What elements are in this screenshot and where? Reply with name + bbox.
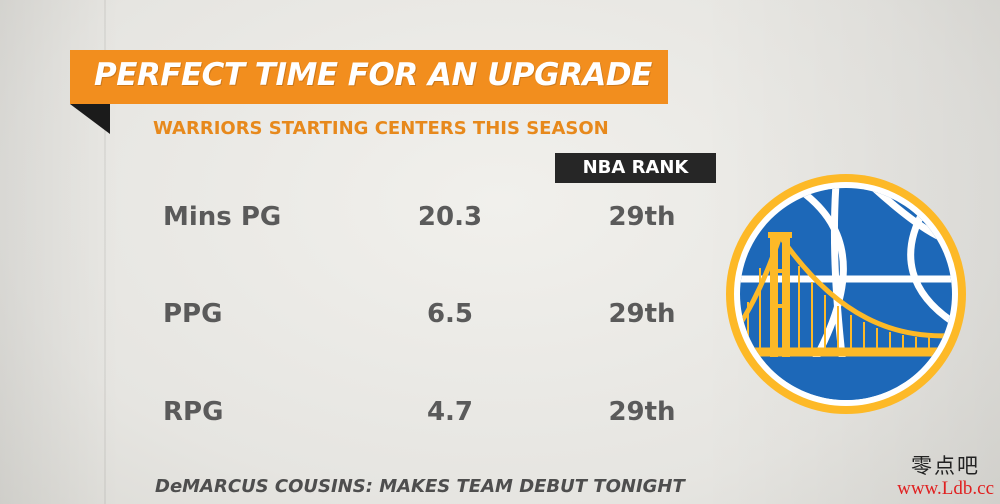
banner-title: PERFECT TIME FOR AN UPGRADE bbox=[94, 57, 652, 93]
stat-value-ppg: 6.5 bbox=[426, 299, 474, 329]
stat-label-mins: Mins PG bbox=[163, 202, 282, 232]
stat-value-rpg: 4.7 bbox=[426, 397, 474, 427]
warriors-logo-icon bbox=[726, 174, 966, 414]
stat-rank-rpg: 29th bbox=[608, 397, 676, 427]
site-watermark: 零点吧 www.Ldb.cc bbox=[897, 454, 994, 500]
banner-shadow bbox=[70, 104, 110, 134]
stat-rank-ppg: 29th bbox=[608, 299, 676, 329]
footer-caption: DeMARCUS COUSINS: MAKES TEAM DEBUT TONIG… bbox=[155, 476, 685, 497]
nba-rank-header: NBA RANK bbox=[555, 153, 716, 183]
watermark-url: www.Ldb.cc bbox=[897, 478, 994, 500]
stat-rank-mins: 29th bbox=[608, 202, 676, 232]
stat-value-mins: 20.3 bbox=[417, 202, 483, 232]
title-banner: PERFECT TIME FOR AN UPGRADE bbox=[70, 50, 668, 104]
watermark-chinese-text: 零点吧 bbox=[911, 454, 981, 479]
stat-label-rpg: RPG bbox=[163, 397, 224, 427]
paper-fold-line bbox=[104, 0, 106, 504]
stat-label-ppg: PPG bbox=[163, 299, 223, 329]
subtitle: WARRIORS STARTING CENTERS THIS SEASON bbox=[153, 118, 609, 139]
